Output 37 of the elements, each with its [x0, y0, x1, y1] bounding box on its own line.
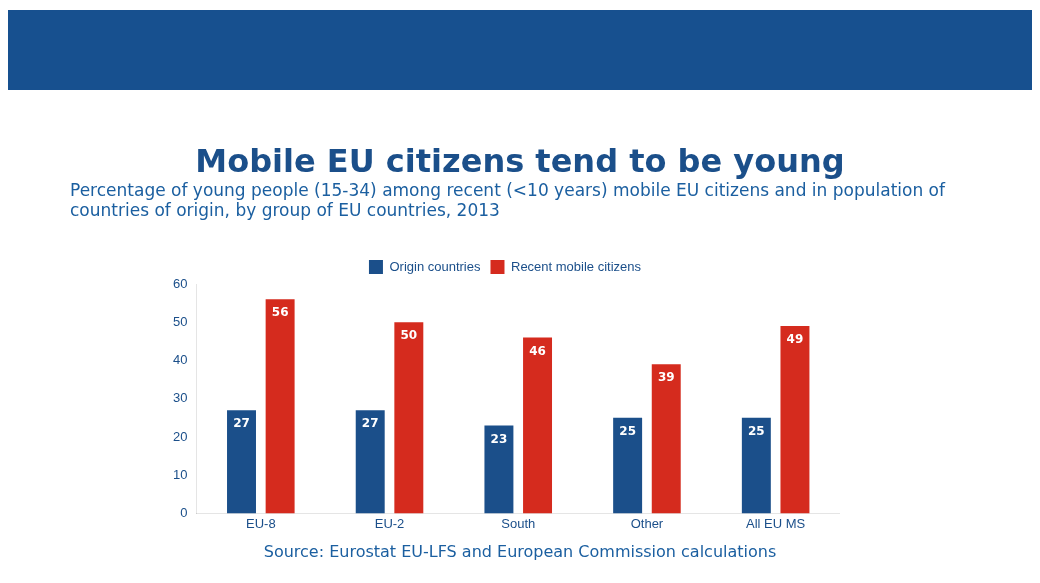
legend-label: Recent mobile citizens [510, 258, 642, 274]
data-label: 27 [233, 416, 250, 431]
bar [265, 299, 295, 514]
data-label: 25 [619, 423, 636, 438]
legend-label: Origin countries [389, 258, 481, 274]
chart-subtitle: Percentage of young people (15-34) among recent (<10 years) mobile EU citizens and in population of countries of origin, by group of EU countries, 2013 [70, 180, 947, 220]
x-tick-label: Other [630, 515, 664, 531]
source-note: Source: Eurostat EU-LFS and European Commission calculations [262, 542, 778, 561]
chart-title: Mobile EU citizens tend to be young [194, 142, 846, 180]
x-tick-label: EU-2 [374, 515, 405, 531]
bar [523, 337, 553, 514]
y-tick-label: 20 [172, 428, 188, 444]
x-tick-label: All EU MS [746, 515, 806, 531]
y-tick-label: 60 [172, 275, 188, 291]
y-tick-label: 40 [172, 352, 188, 368]
bar [394, 322, 424, 514]
bar [741, 417, 771, 514]
y-tick-label: 0 [180, 504, 188, 520]
data-label: 27 [361, 416, 379, 431]
bar [227, 410, 256, 514]
y-tick-label: 50 [172, 313, 188, 329]
bar [780, 326, 810, 514]
data-label: 39 [657, 370, 675, 385]
x-tick-label: EU-8 [246, 515, 276, 531]
data-label: 56 [271, 305, 289, 320]
x-tick-label: South [501, 515, 536, 531]
bar [651, 364, 681, 514]
data-label: 46 [529, 343, 546, 358]
bar [484, 425, 514, 514]
y-tick-label: 30 [172, 390, 188, 406]
bar [355, 410, 385, 514]
data-label: 23 [490, 431, 508, 446]
y-tick-label: 10 [172, 466, 188, 482]
data-label: 50 [400, 328, 418, 343]
data-label: 25 [747, 423, 765, 438]
data-label: 49 [786, 332, 804, 347]
bar [613, 417, 643, 514]
